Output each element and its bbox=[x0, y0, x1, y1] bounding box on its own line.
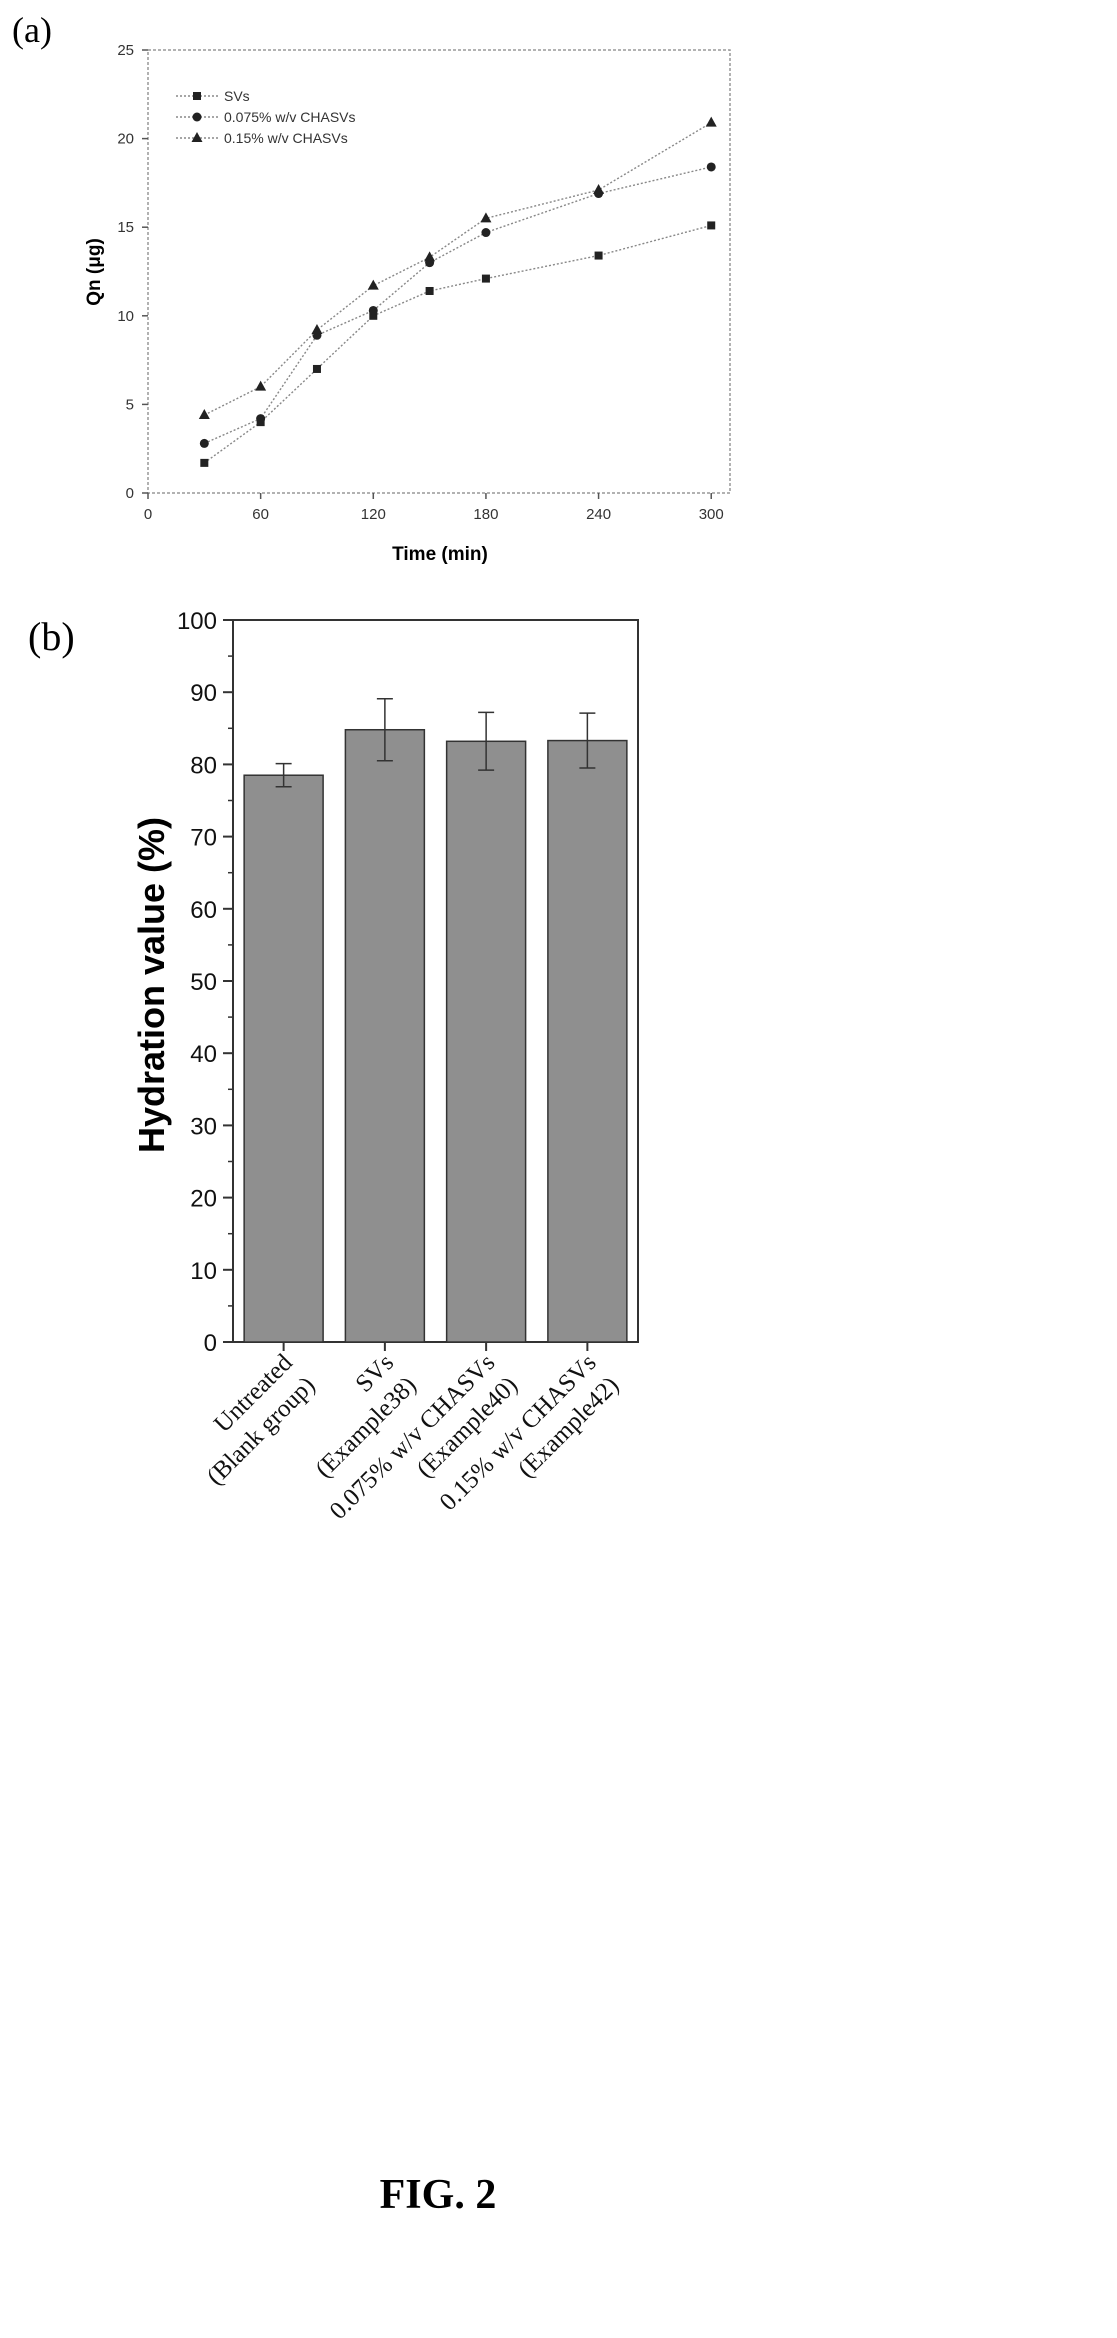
panel-b-y-tick-label: 90 bbox=[190, 680, 217, 707]
panel-a-plot-frame bbox=[147, 49, 731, 494]
panel-a-data-point bbox=[481, 274, 490, 283]
panel-a-x-tick-label: 120 bbox=[361, 506, 386, 523]
panel-a-x-tick-label: 0 bbox=[144, 506, 152, 523]
panel-a-x-tick-label: 180 bbox=[473, 506, 498, 523]
panel-a-legend-marker bbox=[192, 112, 202, 122]
panel-a-legend-label: 0.075% w/v CHASVs bbox=[224, 109, 356, 125]
panel-a-data-point bbox=[255, 380, 267, 391]
panel-a-data-point bbox=[481, 228, 491, 238]
panel-b-y-tick-label: 0 bbox=[204, 1330, 217, 1357]
panel-a-series-line bbox=[204, 166, 712, 445]
panel-a-x-tick-label: 60 bbox=[252, 506, 269, 523]
panel-a-axes: 0 60 120 180 240 300 0 5 10 15 20 25 bbox=[117, 42, 723, 523]
panel-a-legend-marker bbox=[193, 92, 201, 100]
panel-b-bar bbox=[547, 739, 628, 1343]
panel-a-data-point bbox=[198, 409, 210, 420]
panel-a-data-point bbox=[705, 116, 717, 127]
panel-a-y-tick-label: 25 bbox=[117, 42, 134, 59]
panel-a-data-point bbox=[369, 311, 378, 320]
panel-a-series bbox=[198, 116, 717, 467]
panel-a-data-point bbox=[368, 305, 378, 315]
panel-b-bar bbox=[243, 774, 324, 1343]
panel-a-series-2 bbox=[199, 162, 716, 448]
panel-a-data-point bbox=[480, 212, 492, 223]
panel-a-data-point bbox=[367, 279, 379, 290]
panel-a-data-point bbox=[256, 414, 266, 424]
panel-b-y-tick-label: 20 bbox=[190, 1186, 217, 1213]
panel-b-bars bbox=[243, 697, 628, 1343]
panel-a-x-tick-label: 240 bbox=[586, 506, 611, 523]
panel-b-bar-chart: (b) Untreated(Blank group) SVs(Example38)… bbox=[28, 608, 639, 1525]
panel-a-legend-label: 0.15% w/v CHASVs bbox=[224, 130, 348, 146]
panel-a-y-tick-label: 15 bbox=[117, 219, 134, 236]
panel-b-y-tick-label: 80 bbox=[190, 752, 217, 779]
panel-b-y-tick-label: 30 bbox=[190, 1113, 217, 1140]
panel-a-data-point bbox=[594, 251, 603, 260]
panel-a-legend: SVs 0.075% w/v CHASVs 0.15% w/v CHASVs bbox=[176, 88, 356, 146]
panel-a-series-3 bbox=[198, 116, 717, 420]
panel-a-data-point bbox=[200, 458, 209, 467]
panel-b-y-tick-label: 100 bbox=[177, 608, 217, 635]
panel-a-data-point bbox=[593, 183, 605, 194]
panel-a-data-point bbox=[425, 286, 434, 295]
panel-a-data-point bbox=[199, 438, 209, 448]
panel-b-y-tick-label: 50 bbox=[190, 969, 217, 996]
panel-b-category-text: Untreated(Blank group) bbox=[179, 1349, 321, 1491]
panel-b-bar bbox=[344, 728, 426, 1343]
panel-a-y-tick-label: 20 bbox=[117, 131, 134, 148]
panel-a-legend-label: SVs bbox=[224, 88, 250, 104]
panel-b-y-tick-label: 60 bbox=[190, 897, 217, 924]
panel-a-y-tick-label: 10 bbox=[117, 308, 134, 325]
panel-b-y-tick-label: 10 bbox=[190, 1258, 217, 1285]
panel-a-series-line bbox=[203, 224, 712, 464]
panel-a-x-tick-label: 300 bbox=[699, 506, 724, 523]
panel-a-data-point bbox=[707, 221, 716, 230]
panel-a-data-point bbox=[312, 364, 321, 373]
panel-a-data-point bbox=[706, 162, 716, 172]
panel-a-line-chart: (a) 0 60 120 180 240 300 0 5 10 15 20 25 SVs 0.075% … bbox=[12, 10, 731, 565]
panel-b-category-label: Untreated(Blank group) bbox=[179, 1349, 321, 1491]
figure-caption: FIG. 2 bbox=[380, 2172, 497, 2218]
panel-a-legend-marker bbox=[191, 132, 203, 142]
panel-a-data-point bbox=[311, 323, 323, 334]
panel-a-y-tick-label: 5 bbox=[126, 396, 134, 413]
panel-a-series-line bbox=[204, 122, 712, 416]
panel-b-y-axis-label: Hydration value (%) bbox=[131, 817, 172, 1153]
panel-b-bar bbox=[445, 740, 527, 1343]
panel-a-series-1 bbox=[200, 221, 716, 467]
panel-b-y-tick-label: 40 bbox=[190, 1041, 217, 1068]
panel-a-data-point bbox=[424, 251, 436, 262]
panel-a-label: (a) bbox=[12, 10, 52, 50]
panel-a-y-tick-label: 0 bbox=[126, 485, 134, 502]
panel-a-y-axis-label: Qn (μg) bbox=[84, 238, 105, 306]
panel-b-y-tick-label: 70 bbox=[190, 825, 217, 852]
panel-a-x-axis-label: Time (min) bbox=[392, 544, 488, 565]
panel-b-label: (b) bbox=[28, 614, 75, 659]
